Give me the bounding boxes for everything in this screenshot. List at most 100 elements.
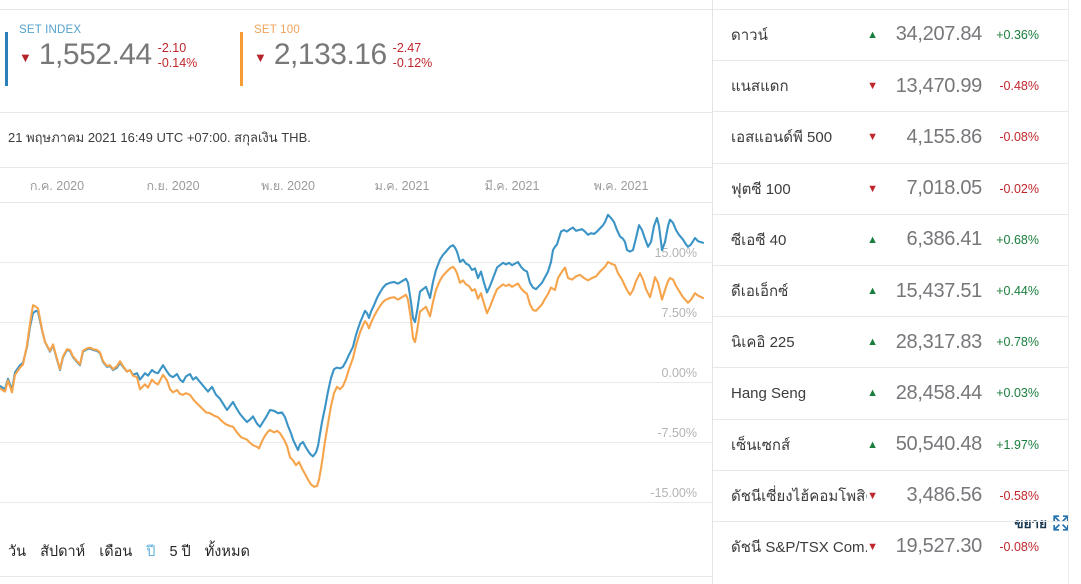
change-pct: -0.12% <box>392 56 433 70</box>
x-tick-label: พ.ค. 2021 <box>593 179 649 193</box>
bottom-divider <box>0 576 712 577</box>
quote-set-index[interactable]: SET INDEX ▼ 1,552.44 -2.10 -0.14% <box>5 24 197 86</box>
timeframe-option[interactable]: วัน <box>8 544 27 560</box>
index-name: ดัชนี S&P/TSX Com... <box>731 538 868 556</box>
gridline <box>0 442 712 443</box>
x-tick-label: มี.ค. 2021 <box>484 179 540 193</box>
index-change-pct: +0.78% <box>996 335 1039 350</box>
gridline <box>0 382 712 383</box>
index-name: Hang Seng <box>731 384 807 402</box>
series-color-bar <box>240 32 243 86</box>
down-triangle-icon: ▼ <box>867 182 878 195</box>
x-tick-label: ม.ค. 2021 <box>374 179 430 193</box>
index-name: ดัชนีเซี่ยงไฮ้คอมโพสิต <box>731 487 868 505</box>
quote-value: 2,133.16 <box>273 38 387 71</box>
change-abs: -2.10 <box>157 41 187 55</box>
quote-value: 1,552.44 <box>38 38 152 71</box>
quote-change: -2.47 -0.12% <box>393 41 433 71</box>
y-tick-label: -7.50% <box>657 426 697 440</box>
index-value: 28,317.83 <box>895 330 983 353</box>
index-change-pct: +0.68% <box>996 232 1039 247</box>
x-axis: ก.ค. 2020 ก.ย. 2020 พ.ย. 2020 ม.ค. 2021 มี.ค… <box>0 167 712 202</box>
timeframe-option[interactable]: 5 ปี <box>169 544 191 560</box>
down-triangle-icon: ▼ <box>867 540 878 553</box>
expand-label: ขยาย <box>1014 516 1047 531</box>
index-name: ดาวน์ <box>731 26 768 44</box>
x-tick-label: ก.ค. 2020 <box>29 179 85 193</box>
quote-timestamp: 21 พฤษภาคม 2021 16:49 UTC +07:00. สกุลเง… <box>8 130 311 145</box>
quote-label: SET 100 <box>254 24 300 36</box>
up-triangle-icon: ▲ <box>867 28 878 41</box>
index-name: แนสแดก <box>731 78 789 96</box>
y-tick-label: 15.00% <box>654 246 697 260</box>
index-value: 15,437.51 <box>895 279 983 302</box>
index-row[interactable]: ดัชนี S&P/TSX Com... ▼ 19,527.30 -0.08% <box>713 520 1068 572</box>
gridline <box>0 502 712 503</box>
index-value: 3,486.56 <box>906 484 983 507</box>
index-value: 28,458.44 <box>895 381 983 404</box>
quote-header: SET INDEX ▼ 1,552.44 -2.10 -0.14% SET 10… <box>0 24 712 110</box>
index-change-pct: +1.97% <box>996 437 1039 452</box>
index-row[interactable]: Hang Seng ▲ 28,458.44 +0.03% <box>713 367 1068 418</box>
series-line-set-100 <box>0 260 705 488</box>
index-value: 34,207.84 <box>895 23 983 46</box>
quote-set-100[interactable]: SET 100 ▼ 2,133.16 -2.47 -0.12% <box>240 24 432 86</box>
timeframe-option[interactable]: สัปดาห์ <box>40 544 86 560</box>
up-triangle-icon: ▲ <box>867 285 878 298</box>
up-triangle-icon: ▲ <box>867 233 878 246</box>
index-change-pct: -0.02% <box>999 181 1039 196</box>
index-change-pct: +0.44% <box>996 284 1039 299</box>
index-value: 50,540.48 <box>895 433 983 456</box>
index-change-pct: -0.08% <box>999 539 1039 554</box>
top-divider <box>0 9 1068 10</box>
expand-chart-button[interactable]: ขยาย <box>1014 512 1069 534</box>
series-line-set-index <box>0 213 705 458</box>
index-name: นิเคอิ 225 <box>731 334 795 352</box>
down-triangle-icon: ▼ <box>867 489 878 502</box>
expand-arrows-icon <box>1053 515 1069 531</box>
index-change-pct: +0.36% <box>996 27 1039 42</box>
index-value: 6,386.41 <box>906 228 983 251</box>
divider <box>0 167 712 168</box>
timeframe-selector: วัน สัปดาห์ เดือน ปี 5 ปี ทั้งหมด <box>8 540 250 563</box>
index-change-pct: -0.48% <box>999 79 1039 94</box>
index-row[interactable]: เอสแอนด์พี 500 ▼ 4,155.86 -0.08% <box>713 111 1068 162</box>
timeframe-selected[interactable]: ปี <box>146 544 156 560</box>
right-edge-border <box>1068 0 1069 584</box>
x-tick-label: พ.ย. 2020 <box>261 179 315 193</box>
index-change-pct: -0.08% <box>999 130 1039 145</box>
down-triangle-icon: ▼ <box>19 50 32 65</box>
up-triangle-icon: ▲ <box>867 438 878 451</box>
index-row[interactable]: ดัชนีเซี่ยงไฮ้คอมโพสิต ▼ 3,486.56 -0.58% <box>713 469 1068 521</box>
x-tick-label: ก.ย. 2020 <box>146 179 200 193</box>
index-row[interactable]: แนสแดก ▼ 13,470.99 -0.48% <box>713 60 1068 111</box>
world-indices-list: ดาวน์ ▲ 34,207.84 +0.36% แนสแดก ▼ 13,470.99 -0.… <box>713 9 1068 572</box>
timeframe-option[interactable]: เดือน <box>99 544 133 560</box>
quote-change: -2.10 -0.14% <box>158 41 198 71</box>
index-name: ซีเอซี 40 <box>731 231 787 249</box>
index-row[interactable]: ซีเอซี 40 ▲ 6,386.41 +0.68% <box>713 213 1068 265</box>
down-triangle-icon: ▼ <box>254 50 267 65</box>
chart-series-canvas <box>0 213 705 488</box>
index-name: เอสแอนด์พี 500 <box>731 129 833 147</box>
line-chart-plot[interactable]: 15.00% 7.50% 0.00% -7.50% -15.00% <box>0 202 712 514</box>
series-color-bar <box>5 32 8 86</box>
index-value: 7,018.05 <box>906 177 983 200</box>
timeframe-option[interactable]: ทั้งหมด <box>204 544 250 560</box>
index-row[interactable]: เซ็นเซกส์ ▲ 50,540.48 +1.97% <box>713 418 1068 470</box>
change-abs: -2.47 <box>392 41 422 55</box>
up-triangle-icon: ▲ <box>867 387 878 400</box>
index-change-pct: +0.03% <box>996 386 1039 401</box>
gridline <box>0 322 712 323</box>
panel-divider <box>712 0 713 584</box>
index-name: เซ็นเซกส์ <box>731 436 791 454</box>
index-row[interactable]: ดาวน์ ▲ 34,207.84 +0.36% <box>713 9 1068 60</box>
index-row[interactable]: นิเคอิ 225 ▲ 28,317.83 +0.78% <box>713 316 1068 367</box>
index-row[interactable]: ฟุตซี 100 ▼ 7,018.05 -0.02% <box>713 162 1068 214</box>
change-pct: -0.14% <box>157 56 198 70</box>
down-triangle-icon: ▼ <box>867 80 878 93</box>
index-row[interactable]: ดีเอเอ็กซ์ ▲ 15,437.51 +0.44% <box>713 264 1068 316</box>
gridline <box>0 262 712 263</box>
plot-top-border <box>0 202 712 203</box>
